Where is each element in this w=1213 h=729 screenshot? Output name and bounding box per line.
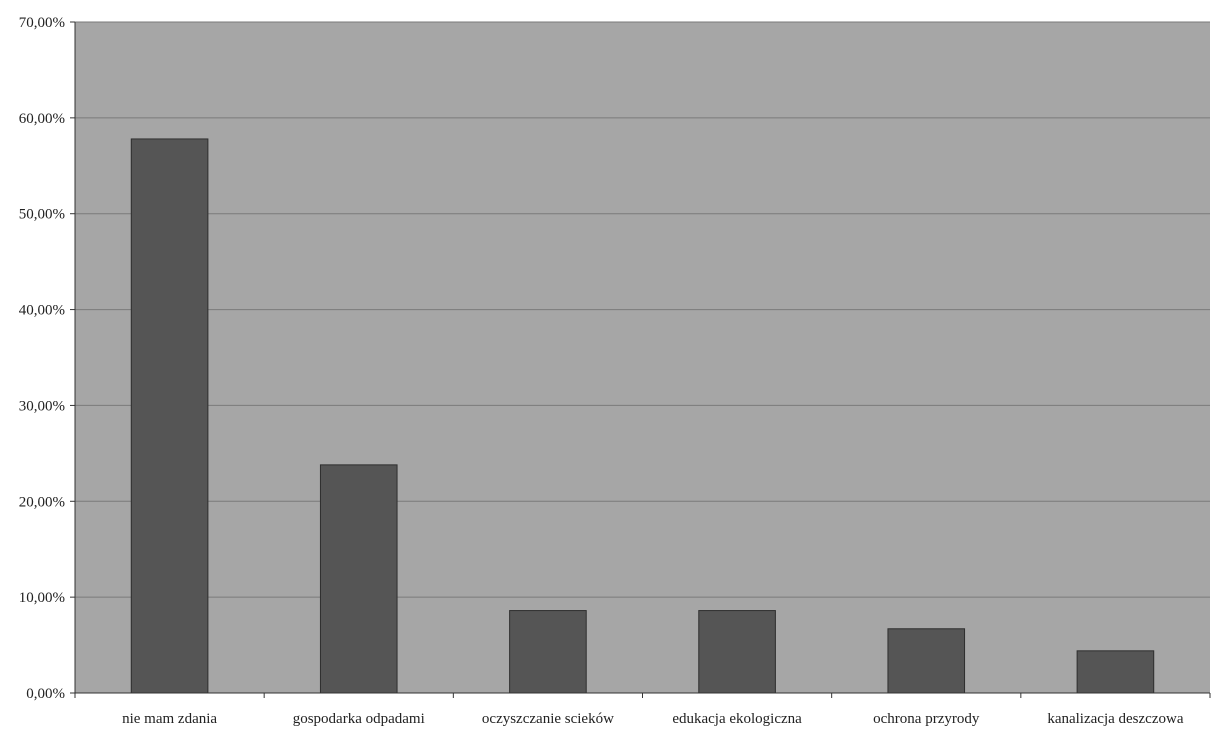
y-tick-label: 40,00% (19, 303, 65, 319)
x-tick-label: edukacja ekologiczna (672, 711, 802, 727)
bar-5 (887, 628, 966, 694)
bar-1 (130, 138, 209, 694)
bar-3 (509, 610, 587, 694)
axes (70, 21, 1211, 698)
x-tick-label: kanalizacja deszczowa (1047, 711, 1183, 727)
y-tick-label: 20,00% (19, 494, 65, 510)
gridlines (75, 21, 1210, 598)
y-tick-labels: 0,00% 10,00% 20,00% 30,00% 40,00% 50,00% 60,00… (19, 15, 65, 702)
x-tick-labels: nie mam zdania gospodarka odpadami oczyszc… (122, 711, 1184, 727)
x-tick-label: oczyszczanie scieków (482, 711, 614, 727)
bar-2 (319, 464, 398, 694)
y-tick-label: 60,00% (19, 111, 65, 127)
x-tick-label: gospodarka odpadami (293, 711, 425, 727)
y-tick-label: 70,00% (19, 15, 65, 31)
y-tick-label: 30,00% (19, 398, 65, 414)
x-tick-label: ochrona przyrody (873, 711, 980, 727)
x-tick-label: nie mam zdania (122, 711, 217, 727)
plot-background (75, 22, 1210, 693)
y-tick-label: 10,00% (19, 590, 65, 606)
y-tick-label: 0,00% (26, 686, 65, 702)
bar-4 (698, 610, 776, 694)
bar-6 (1076, 650, 1155, 694)
y-tick-label: 50,00% (19, 207, 65, 223)
bars (130, 138, 1155, 694)
plot-area (75, 22, 1210, 693)
